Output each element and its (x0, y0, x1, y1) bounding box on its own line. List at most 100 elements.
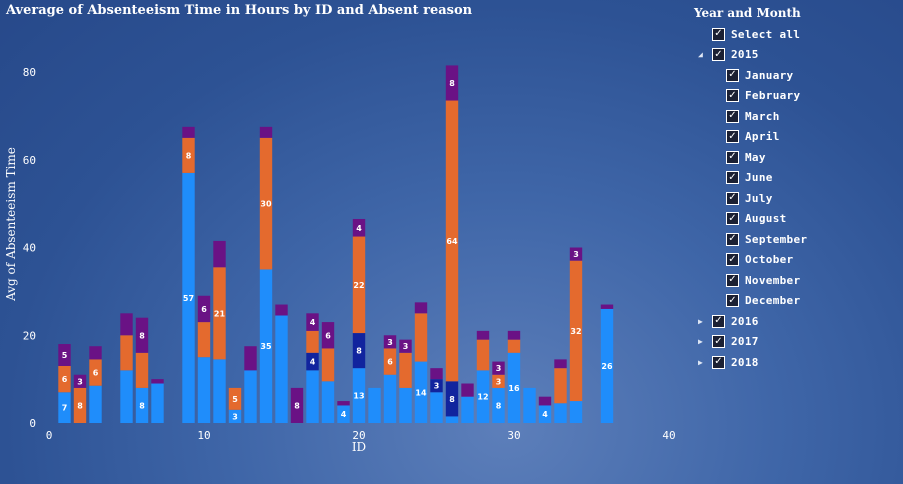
bar-segment-light-blue[interactable] (213, 359, 226, 423)
checkbox-checked-icon[interactable]: ✓ (726, 171, 739, 185)
bar-segment-orange[interactable] (58, 365, 71, 393)
bar-segment-orange[interactable] (569, 260, 583, 402)
expand-down-icon[interactable]: ◢ (698, 50, 703, 60)
checkbox-checked-icon[interactable]: ✓ (726, 273, 739, 287)
bar-segment-purple[interactable] (554, 359, 567, 369)
expand-right-icon[interactable]: ▶ (698, 357, 703, 367)
bar-segment-purple[interactable] (600, 304, 614, 309)
bar-segment-purple[interactable] (213, 240, 226, 268)
bar-segment-orange[interactable] (352, 236, 366, 334)
bar-segment-purple[interactable] (120, 313, 133, 336)
slicer-month-may[interactable]: ✓ May (694, 147, 899, 168)
bar-segment-light-blue[interactable] (445, 416, 459, 423)
bar-segment-purple[interactable] (321, 322, 335, 349)
bar-segment-orange[interactable] (120, 335, 133, 371)
bar-segment-light-blue[interactable] (182, 172, 195, 423)
slicer-select-all[interactable]: ✓ Select all (694, 24, 899, 45)
bar-segment-light-blue[interactable] (538, 405, 552, 423)
bar-segment-purple[interactable] (306, 313, 319, 331)
bar-segment-orange[interactable] (554, 368, 567, 404)
bar-segment-purple[interactable] (492, 361, 505, 375)
bar-segment-orange[interactable] (197, 322, 211, 358)
slicer-item-label[interactable]: January (745, 68, 794, 82)
bar-segment-orange[interactable] (228, 387, 242, 410)
slicer-item-label[interactable]: May (745, 150, 766, 164)
bar-segment-purple[interactable] (538, 396, 552, 406)
checkbox-checked-icon[interactable]: ✓ (712, 314, 725, 328)
bar-segment-light-blue[interactable] (523, 387, 536, 423)
bar-segment-orange[interactable] (182, 137, 195, 173)
bar-segment-light-blue[interactable] (259, 269, 273, 423)
bar-segment-purple[interactable] (182, 126, 195, 138)
bar-segment-orange[interactable] (135, 352, 149, 388)
checkbox-checked-icon[interactable]: ✓ (726, 150, 739, 164)
bar-segment-light-blue[interactable] (414, 361, 428, 423)
bar-segment-orange[interactable] (414, 313, 428, 362)
bar-segment-light-blue[interactable] (368, 387, 381, 423)
bar-segment-light-blue[interactable] (430, 392, 443, 423)
bar-segment-purple[interactable] (445, 65, 459, 101)
bar-segment-light-blue[interactable] (321, 381, 335, 423)
slicer-month-august[interactable]: ✓ August (694, 209, 899, 230)
bar-segment-light-blue[interactable] (399, 387, 412, 423)
bar-segment-orange[interactable] (306, 330, 319, 353)
slicer-month-february[interactable]: ✓ February (694, 86, 899, 107)
bar-segment-light-blue[interactable] (197, 357, 211, 423)
slicer-item-label[interactable]: February (745, 89, 801, 103)
bar-segment-purple[interactable] (476, 330, 490, 340)
bar-segment-light-blue[interactable] (275, 315, 288, 423)
bar-segment-light-blue[interactable] (135, 387, 149, 423)
slicer-month-june[interactable]: ✓ June (694, 168, 899, 189)
bar-segment-light-blue[interactable] (151, 383, 164, 423)
bar-segment-purple[interactable] (275, 304, 288, 316)
bar-segment-purple[interactable] (414, 302, 428, 314)
bar-segment-light-blue[interactable] (476, 370, 490, 423)
bar-segment-light-blue[interactable] (306, 370, 319, 423)
bar-segment-purple[interactable] (399, 339, 412, 353)
bar-segment-orange[interactable] (476, 339, 490, 371)
expand-right-icon[interactable]: ▶ (698, 316, 703, 326)
slicer-item-label[interactable]: 2015 (731, 48, 759, 62)
slicer-item-label[interactable]: 2016 (731, 314, 759, 328)
slicer-item-label[interactable]: July (745, 191, 773, 205)
slicer-month-november[interactable]: ✓ November (694, 270, 899, 291)
bar-segment-orange[interactable] (399, 352, 412, 388)
bar-segment-dark-blue[interactable] (352, 333, 366, 369)
slicer-month-march[interactable]: ✓ March (694, 106, 899, 127)
bar-segment-dark-blue[interactable] (430, 379, 443, 393)
bar-segment-purple[interactable] (89, 346, 102, 360)
bar-segment-purple[interactable] (569, 247, 583, 261)
bar-segment-purple[interactable] (244, 346, 257, 371)
slicer-month-october[interactable]: ✓ October (694, 250, 899, 271)
slicer-item-label[interactable]: June (745, 171, 773, 185)
bar-segment-purple[interactable] (290, 387, 304, 423)
slicer-month-july[interactable]: ✓ July (694, 188, 899, 209)
slicer-item-label[interactable]: September (745, 232, 808, 246)
slicer-item-label[interactable]: August (745, 212, 787, 226)
expand-right-icon[interactable]: ▶ (698, 337, 703, 347)
bar-segment-light-blue[interactable] (352, 368, 366, 423)
bar-segment-orange[interactable] (89, 359, 102, 386)
checkbox-checked-icon[interactable]: ✓ (726, 109, 739, 123)
checkbox-checked-icon[interactable]: ✓ (726, 68, 739, 82)
checkbox-checked-icon[interactable]: ✓ (726, 89, 739, 103)
slicer-item-label[interactable]: November (745, 273, 801, 287)
bar-segment-light-blue[interactable] (461, 396, 474, 423)
checkbox-checked-icon[interactable]: ✓ (726, 212, 739, 226)
checkbox-checked-icon[interactable]: ✓ (726, 253, 739, 267)
bar-segment-purple[interactable] (352, 218, 366, 237)
bar-segment-purple[interactable] (507, 330, 521, 340)
bar-segment-light-blue[interactable] (228, 409, 242, 423)
checkbox-checked-icon[interactable]: ✓ (726, 130, 739, 144)
bar-segment-purple[interactable] (151, 379, 164, 384)
slicer-item-label[interactable]: October (745, 253, 794, 267)
slicer-item-label[interactable]: December (745, 294, 801, 308)
bar-segment-light-blue[interactable] (383, 374, 397, 423)
bar-segment-purple[interactable] (383, 335, 397, 349)
bar-segment-light-blue[interactable] (244, 370, 257, 423)
bar-segment-orange[interactable] (383, 348, 397, 375)
bar-segment-light-blue[interactable] (120, 370, 133, 423)
slicer-month-september[interactable]: ✓ September (694, 229, 899, 250)
slicer-month-april[interactable]: ✓ April (694, 127, 899, 148)
bar-segment-light-blue[interactable] (507, 352, 521, 423)
